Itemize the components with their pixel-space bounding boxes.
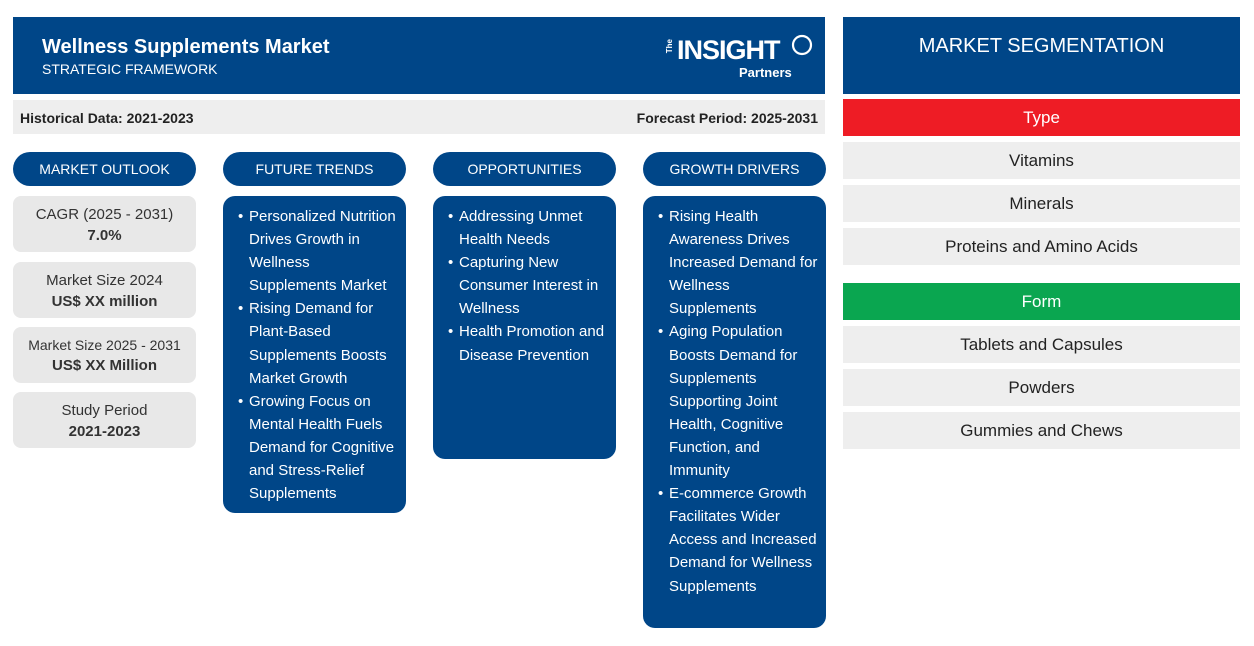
cagr-value: 7.0% bbox=[87, 227, 122, 244]
opportunity-item: Addressing Unmet Health Needs bbox=[448, 205, 608, 251]
driver-item: Aging Population Boosts Demand for Suppl… bbox=[658, 320, 818, 482]
segment-item: Vitamins bbox=[843, 142, 1240, 179]
driver-item: E-commerce Growth Facilitates Wider Acce… bbox=[658, 482, 818, 597]
market-size-2024-value: US$ XX million bbox=[51, 293, 158, 310]
report-title: Wellness Supplements Market bbox=[42, 36, 330, 58]
logo-the-text: The bbox=[665, 39, 674, 54]
logo-insight-text: INSIGHT bbox=[677, 35, 781, 65]
opportunity-item: Capturing New Consumer Interest in Welln… bbox=[448, 251, 608, 320]
segment-form-header: Form bbox=[843, 283, 1240, 320]
driver-item: Rising Health Awareness Drives Increased… bbox=[658, 205, 818, 320]
market-segmentation-header: MARKET SEGMENTATION bbox=[843, 17, 1240, 94]
study-period-card: Study Period 2021-2023 bbox=[13, 392, 196, 448]
cagr-label: CAGR (2025 - 2031) bbox=[35, 206, 174, 223]
trend-item: Rising Demand for Plant-Based Supplement… bbox=[238, 297, 398, 389]
segment-item: Minerals bbox=[843, 185, 1240, 222]
growth-drivers-panel: Rising Health Awareness Drives Increased… bbox=[643, 196, 826, 628]
report-header: Wellness Supplements Market STRATEGIC FR… bbox=[13, 17, 825, 94]
study-period-value: 2021-2023 bbox=[68, 423, 141, 440]
logo-partners-text: Partners bbox=[739, 65, 792, 80]
trend-item: Personalized Nutrition Drives Growth in … bbox=[238, 205, 398, 297]
segment-item: Tablets and Capsules bbox=[843, 326, 1240, 363]
segment-item: Powders bbox=[843, 369, 1240, 406]
market-size-2024-label: Market Size 2024 bbox=[46, 272, 163, 289]
market-size-forecast-label: Market Size 2025 - 2031 bbox=[28, 337, 181, 353]
insight-partners-logo: The INSIGHT Partners bbox=[665, 31, 815, 83]
report-subtitle: STRATEGIC FRAMEWORK bbox=[42, 61, 218, 77]
trend-item: Growing Focus on Mental Health Fuels Dem… bbox=[238, 390, 398, 505]
segment-item: Proteins and Amino Acids bbox=[843, 228, 1240, 265]
market-outlook-header: MARKET OUTLOOK bbox=[13, 152, 196, 186]
period-bar: Historical Data: 2021-2023 Forecast Peri… bbox=[13, 100, 825, 134]
forecast-period-label: Forecast Period: 2025-2031 bbox=[636, 110, 818, 126]
opportunities-panel: Addressing Unmet Health Needs Capturing … bbox=[433, 196, 616, 459]
segment-item: Gummies and Chews bbox=[843, 412, 1240, 449]
study-period-label: Study Period bbox=[61, 402, 148, 419]
market-size-forecast-value: US$ XX Million bbox=[51, 357, 157, 374]
future-trends-header: FUTURE TRENDS bbox=[223, 152, 406, 186]
market-size-forecast-card: Market Size 2025 - 2031 US$ XX Million bbox=[13, 327, 196, 383]
opportunity-item: Health Promotion and Disease Prevention bbox=[448, 320, 608, 366]
cagr-card: CAGR (2025 - 2031) 7.0% bbox=[13, 196, 196, 252]
growth-drivers-header: GROWTH DRIVERS bbox=[643, 152, 826, 186]
market-size-2024-card: Market Size 2024 US$ XX million bbox=[13, 262, 196, 318]
future-trends-panel: Personalized Nutrition Drives Growth in … bbox=[223, 196, 406, 513]
historical-data-label: Historical Data: 2021-2023 bbox=[20, 110, 194, 126]
segment-type-header: Type bbox=[843, 99, 1240, 136]
logo-swoosh-icon bbox=[791, 34, 813, 56]
opportunities-header: OPPORTUNITIES bbox=[433, 152, 616, 186]
